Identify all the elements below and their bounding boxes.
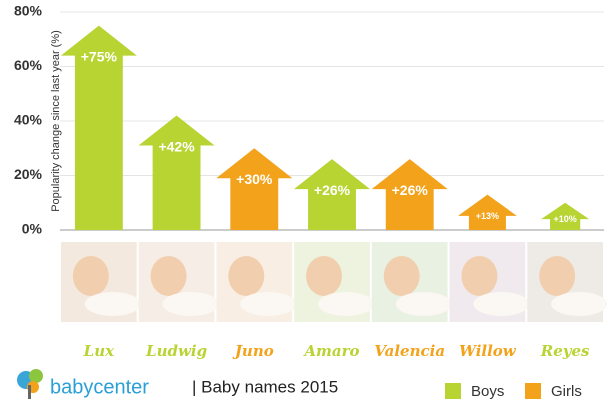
- baby: [72, 256, 109, 296]
- legend-label: Girls: [551, 383, 582, 400]
- baby-body: [473, 292, 530, 316]
- footer-title: | Baby names 2015: [192, 377, 338, 396]
- logo-icon: [17, 369, 43, 399]
- category-label: Willow: [459, 342, 517, 360]
- arrow-bar: [458, 194, 517, 230]
- baby-body: [551, 292, 608, 316]
- category-label: Amaro: [302, 342, 359, 360]
- value-label: +13%: [476, 211, 499, 221]
- value-label: +75%: [81, 48, 118, 64]
- y-axis-label: Popularity change since last year (%): [50, 30, 62, 212]
- value-label: +26%: [314, 182, 351, 198]
- arrow-bar: [138, 115, 215, 230]
- category-label: Juno: [232, 342, 274, 360]
- y-tick-label: 0%: [22, 221, 43, 237]
- category-label: Reyes: [540, 342, 590, 360]
- arrow-bar: [216, 148, 293, 230]
- baby-body: [240, 292, 297, 316]
- baby: [539, 256, 576, 296]
- baby: [461, 256, 498, 296]
- arrow-bar: [60, 25, 137, 230]
- category-label: Ludwig: [145, 342, 207, 360]
- y-tick-label: 60%: [14, 57, 43, 73]
- arrow-bar: [541, 202, 590, 230]
- baby: [383, 256, 420, 296]
- arrow-bar: [371, 159, 448, 230]
- y-tick-label: 80%: [14, 3, 43, 19]
- y-tick-label: 40%: [14, 112, 43, 128]
- y-tick-label: 20%: [14, 166, 43, 182]
- brand: babycenter: [50, 376, 149, 398]
- baby: [228, 256, 265, 296]
- baby-body: [84, 292, 141, 316]
- category-label: Valencia: [374, 342, 445, 360]
- value-label: +42%: [158, 138, 195, 154]
- value-label: +10%: [554, 214, 577, 224]
- legend-label: Boys: [471, 383, 504, 400]
- baby: [150, 256, 187, 296]
- baby-body: [318, 292, 374, 316]
- value-label: +30%: [236, 171, 273, 187]
- arrow-bar: [294, 159, 370, 230]
- baby-body: [162, 292, 219, 316]
- legend-swatch: [525, 383, 541, 399]
- legend-swatch: [445, 383, 461, 399]
- value-label: +26%: [392, 182, 429, 198]
- category-label: Lux: [83, 342, 115, 360]
- baby: [306, 256, 342, 296]
- baby-body: [395, 292, 452, 316]
